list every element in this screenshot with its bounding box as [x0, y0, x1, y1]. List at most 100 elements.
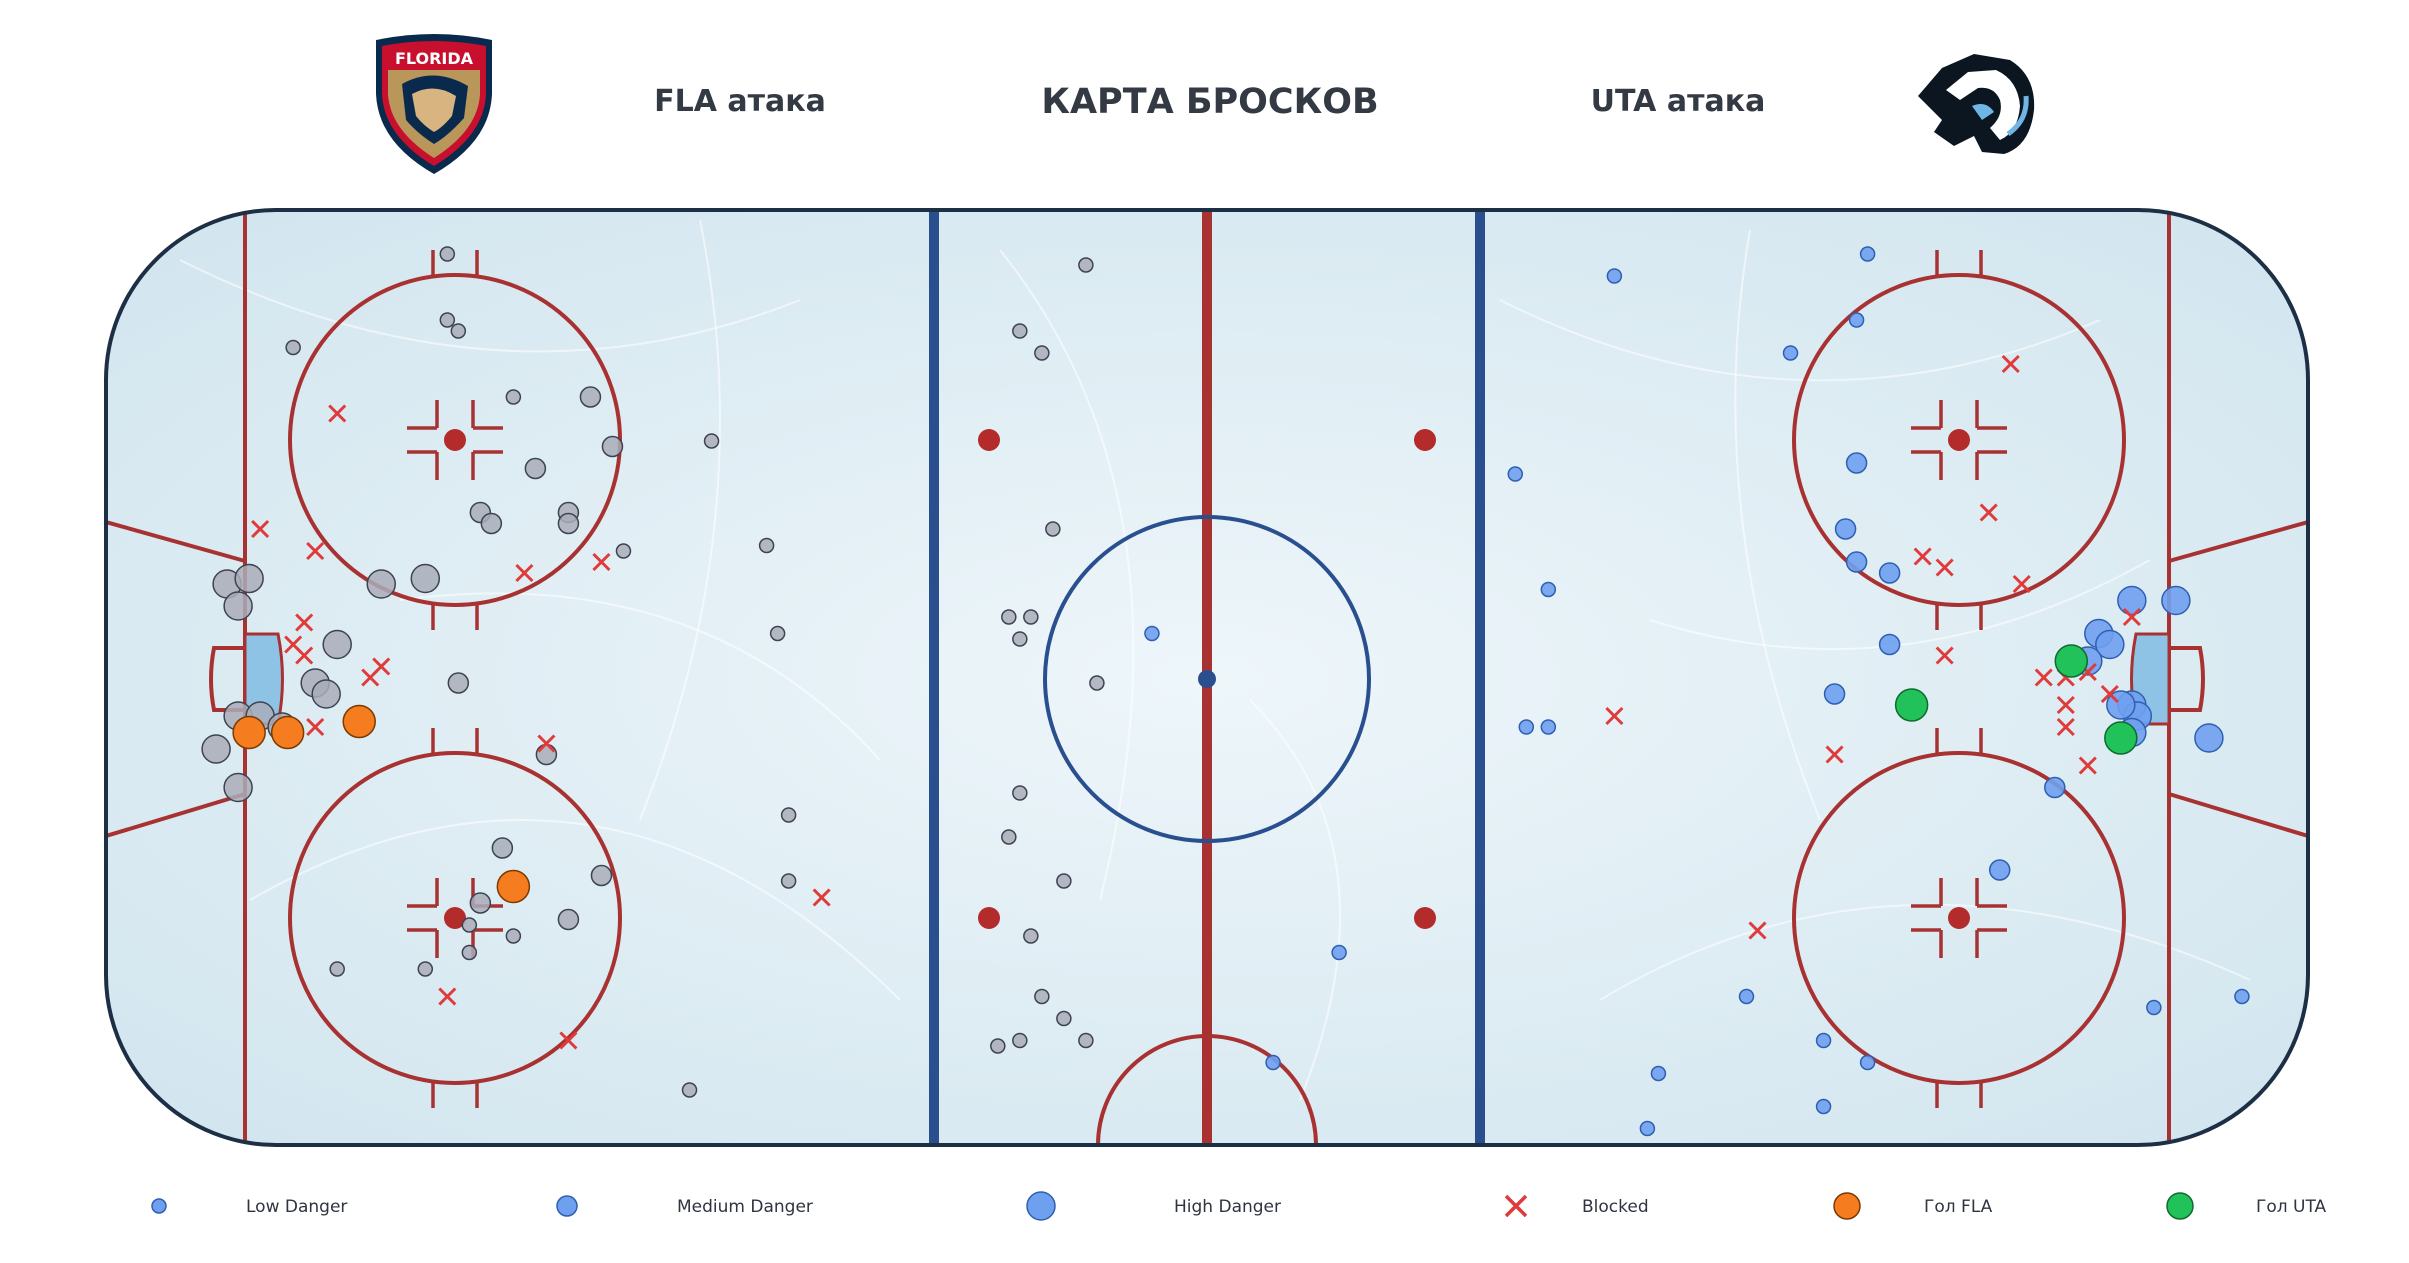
uta-shot-medium	[1878, 633, 1901, 656]
right-trapezoid-bottom	[2168, 792, 2308, 838]
right-attack-label: UTA атака	[1591, 84, 1766, 119]
legend-blocked-marker	[1504, 1194, 1528, 1218]
faceoff-circle-right-top	[1792, 250, 2126, 630]
fla-shot-low	[1001, 829, 1017, 845]
legend-blocked-label: Blocked	[1582, 1197, 1649, 1217]
fla-shot-low	[1089, 675, 1105, 691]
fla-shot-high	[410, 563, 441, 594]
goal-uta-marker	[2104, 721, 2138, 755]
blocked-shot-marker	[1825, 745, 1844, 764]
fla-shot-high	[322, 629, 352, 660]
fla-shot-medium	[601, 435, 624, 458]
fla-shot-low	[461, 944, 478, 961]
uta-shot-low	[2146, 999, 2162, 1016]
fla-shot-high	[223, 591, 253, 621]
logo-lettering: FLORIDA	[395, 49, 474, 68]
fla-shot-low	[990, 1038, 1006, 1054]
uta-shot-medium	[1834, 518, 1857, 540]
uta-shot-medium	[1845, 551, 1868, 573]
header: FLORIDA FLA атака КАРТА БРОСКОВ UTA атак…	[376, 34, 2035, 174]
fla-shot-low	[1012, 631, 1028, 647]
referee-crease	[1096, 1034, 1318, 1145]
blocked-shot-marker	[361, 668, 380, 687]
blocked-shot-marker	[2012, 574, 2031, 594]
uta-shot-low	[1848, 312, 1865, 328]
neutral-dot-right-top	[1414, 429, 1436, 451]
blocked-shot-marker	[1935, 558, 1954, 577]
blocked-shot-marker	[2056, 695, 2075, 715]
blocked-shot-marker	[515, 563, 534, 583]
uta-shot-high	[2095, 629, 2125, 660]
blocked-shot-marker	[251, 519, 270, 539]
faceoff-circle-left-top	[288, 250, 622, 630]
goal-uta-marker	[1894, 688, 1929, 722]
rink-boards	[104, 208, 2310, 1147]
uta-shot-high	[2117, 585, 2147, 616]
uta-shot-low	[1540, 581, 1557, 598]
fla-shot-low	[505, 928, 522, 944]
blocked-shot-marker	[1935, 646, 1954, 665]
fla-shot-low	[1001, 609, 1017, 625]
fla-shot-medium	[590, 864, 613, 887]
uta-shot-low	[2234, 988, 2250, 1005]
page-title: КАРТА БРОСКОВ	[1041, 82, 1378, 122]
blocked-shot-marker	[2100, 684, 2119, 704]
fla-shot-low	[1056, 873, 1072, 889]
blocked-shot-marker	[592, 552, 611, 572]
fla-shot-low	[681, 1082, 698, 1098]
legend-goal-uta-marker	[2166, 1192, 2194, 1220]
fla-shot-low	[615, 543, 632, 559]
neutral-dot-left-top	[978, 429, 1000, 451]
fla-shot-low	[1056, 1010, 1072, 1027]
goal-fla-marker	[232, 715, 266, 750]
uta-shot-medium	[1988, 859, 2011, 881]
uta-shot-low	[1540, 719, 1557, 735]
fla-shot-medium	[469, 892, 492, 914]
uta-shot-high	[2161, 585, 2191, 616]
uta-shot-low	[1859, 1054, 1876, 1071]
fla-shot-low	[505, 389, 522, 405]
uta-shot-low	[1606, 268, 1623, 284]
neutral-dot-right-bottom	[1414, 907, 1436, 929]
uta-shot-low	[1859, 246, 1876, 262]
uta-shot-medium	[1878, 562, 1901, 584]
fla-shot-low	[450, 323, 467, 339]
fla-shot-high	[201, 734, 231, 764]
blocked-shot-marker	[2034, 668, 2053, 687]
blocked-shot-marker	[1979, 503, 1998, 522]
left-trapezoid-top	[106, 520, 246, 563]
fla-shot-low	[439, 246, 456, 262]
blocked-shot-marker	[2001, 354, 2020, 374]
blocked-shot-marker	[1605, 706, 1624, 726]
fla-shot-low	[1023, 928, 1039, 944]
left-blue-line	[929, 210, 939, 1145]
fla-shot-low	[439, 312, 456, 328]
center-faceoff-circle	[1043, 515, 1371, 843]
blocked-shot-marker	[2056, 717, 2075, 737]
fla-shot-medium	[480, 512, 503, 535]
fla-shot-low	[780, 807, 797, 823]
uta-shot-low	[1518, 719, 1535, 735]
fla-shot-low	[461, 917, 478, 933]
fla-shot-low	[417, 961, 434, 977]
fla-shot-low	[1023, 609, 1039, 625]
blocked-shot-marker	[559, 1031, 578, 1050]
fla-shot-low	[1045, 521, 1061, 537]
fla-shot-low	[329, 961, 345, 977]
uta-shot-high	[2194, 723, 2224, 753]
right-trapezoid-top	[2168, 520, 2308, 563]
goal-uta-marker	[2054, 644, 2089, 678]
fla-shot-medium	[557, 908, 580, 931]
legend-low-marker	[151, 1198, 167, 1214]
uta-shot-low	[1815, 1032, 1832, 1049]
end-zone-faceoff-circles	[288, 250, 2126, 1108]
legend-high-label: High Danger	[1174, 1197, 1281, 1217]
legend-low-label: Low Danger	[246, 1197, 347, 1217]
fla-shot-low	[780, 873, 797, 889]
fla-shot-low	[1012, 785, 1028, 801]
hockey-rink	[104, 208, 2310, 1147]
blocked-shot-marker	[1748, 921, 1767, 940]
blocked-shot-marker	[2122, 607, 2141, 627]
left-goal-net	[209, 646, 245, 712]
